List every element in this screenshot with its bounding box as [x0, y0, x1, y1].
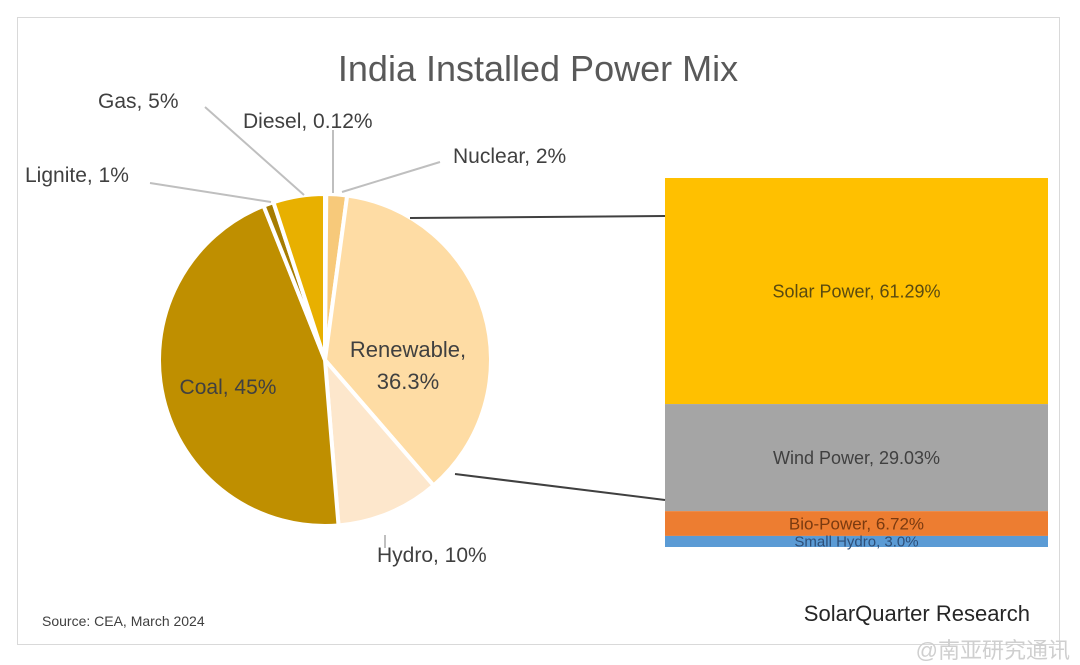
- credit: SolarQuarter Research: [804, 601, 1030, 626]
- chart-title: India Installed Power Mix: [338, 48, 738, 89]
- bar-segment-small-hydro: [665, 535, 1048, 547]
- watermark: @南亚研究通讯: [916, 638, 1070, 663]
- bar-label: Solar Power, 61.29%: [772, 281, 940, 301]
- connector-top: [409, 215, 666, 219]
- pie-slice-gas: [270, 191, 327, 361]
- bar-segment-solar-power: [665, 178, 1048, 405]
- pie-slice-renewable: [322, 193, 493, 489]
- label-coal: Coal, 45%: [180, 376, 277, 399]
- leader-lignite: [149, 182, 272, 203]
- bar-label: Wind Power, 29.03%: [773, 448, 940, 468]
- connector-bottom: [454, 473, 666, 501]
- chart-frame: [17, 17, 1060, 645]
- label-lignite: Lignite, 1%: [25, 164, 129, 187]
- leader-nuclear: [341, 161, 441, 193]
- bar-label: Small Hydro, 3.0%: [794, 534, 918, 551]
- bar-label: Bio-Power, 6.72%: [789, 514, 924, 533]
- source-note: Source: CEA, March 2024: [42, 613, 205, 629]
- bar-segment-bio-power: [665, 511, 1048, 536]
- label-hydro: Hydro, 10%: [377, 544, 487, 567]
- pie: Diesel, 0.12% Nuclear, 2% Renewable, 36.3% H…: [25, 90, 566, 567]
- label-diesel: Diesel, 0.12%: [243, 110, 373, 133]
- label-renewable-value: 36.3%: [377, 369, 439, 394]
- stacked-bar: Solar Power, 61.29% Wind Power, 29.03% Bio…: [409, 178, 1048, 551]
- pie-slice-hydro: [322, 354, 437, 528]
- bar-segment-wind-power: [665, 404, 1048, 512]
- label-gas: Gas, 5%: [98, 90, 179, 113]
- label-nuclear: Nuclear, 2%: [453, 145, 566, 168]
- label-renewable: Renewable,: [350, 337, 466, 362]
- leader-gas: [204, 106, 305, 196]
